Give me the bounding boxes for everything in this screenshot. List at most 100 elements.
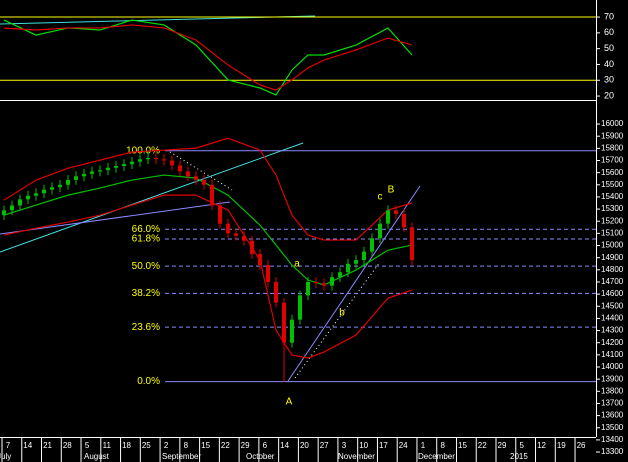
x-tick-label: 24 [399,441,408,450]
candle-body [274,281,278,303]
candle-body [170,160,174,166]
x-tick-label: 3 [342,441,347,450]
indicator-line [3,19,413,96]
fib-label: 50.0% [132,261,160,272]
y-tick-label: 14200 [601,338,624,347]
y-tick-label: 14700 [601,277,624,286]
candle-body [386,210,390,224]
candle-body [210,184,214,206]
y-tick-label: 70 [604,11,614,21]
y-tick-label: 50 [604,43,614,53]
fib-label: 66.0% [132,224,160,235]
x-tick-label: 28 [63,441,72,450]
candle-body [58,184,62,188]
y-tick-label: 14900 [601,253,624,262]
x-tick-label: 5 [85,441,90,450]
candle-body [154,158,158,160]
candle-body [106,167,110,171]
candle-body [90,171,94,174]
x-tick-label: 15 [201,441,210,450]
x-tick-label: 8 [440,441,445,450]
x-tick-label: 27 [320,441,329,450]
x-tick-label: 6 [263,441,268,450]
y-tick-label: 15500 [601,180,624,189]
candle-body [314,281,318,284]
candle-body [34,193,38,196]
candle-body [50,187,54,190]
annotation: c [378,192,383,203]
indicator-line [3,24,413,91]
x-tick-label: 14 [280,441,289,450]
candle-body [82,173,86,177]
candle-body [194,176,198,180]
candle-body [66,179,70,185]
annotation: A [286,397,293,408]
candle-body [162,159,166,161]
y-tick-label: 13300 [601,447,624,456]
band-line [3,137,413,241]
y-tick-label: 14300 [601,326,624,335]
candle-body [306,281,310,296]
x-tick-label: 19 [557,441,566,450]
y-tick-label: 14600 [601,289,624,298]
x-tick-label: 5 [520,441,525,450]
x-tick-label: 7 [6,441,11,450]
candle-body [122,164,126,166]
x-tick-label: 10 [359,441,368,450]
x-tick-label: 15 [458,441,467,450]
y-tick-label: 13400 [601,435,624,444]
y-tick-label: 60 [604,27,614,37]
y-tick-label: 13700 [601,399,624,408]
candle-body [322,283,326,286]
candle-body [266,264,270,282]
fib-label: 61.8% [132,234,160,245]
x-tick-label: 22 [221,441,230,450]
month-label: December [418,452,455,461]
candle-body [226,223,230,234]
candle-body [298,295,302,320]
x-tick-label: 8 [184,441,189,450]
x-tick-label: 17 [379,441,388,450]
candle-body [346,263,350,273]
candle-body [402,213,406,228]
y-tick-label: 13600 [601,411,624,420]
candle-body [146,158,150,160]
month-label: September [162,452,201,461]
candle-body [186,171,190,177]
candle-body [18,199,22,206]
month-label: October [246,452,275,461]
x-tick-label: 18 [122,441,131,450]
annotation: b [339,308,345,319]
candle-body [138,159,142,162]
y-tick-label: 13900 [601,374,624,383]
month-label: November [338,452,375,461]
fib-label: 38.2% [132,288,160,299]
x-tick-label: 14 [23,441,32,450]
y-tick-label: 15100 [601,228,624,237]
candle-body [378,223,382,239]
y-tick-label: 14500 [601,301,624,310]
candle-body [250,240,254,255]
y-tick-label: 15800 [601,143,624,152]
candle-body [202,179,206,185]
y-tick-label: 15300 [601,204,624,213]
candle-body [330,277,334,286]
candle-body [354,260,358,264]
y-tick-label: 15200 [601,216,624,225]
x-tick-label: 26 [577,441,586,450]
parabolic-dots [169,151,233,191]
plot-layer: 2030405060701330013400135001360013700138… [0,11,624,462]
fib-label: 0.0% [137,376,160,387]
x-tick-label: 21 [43,441,52,450]
trend-line [0,142,304,253]
candle-body [114,165,118,168]
x-tick-label: 29 [241,441,250,450]
candle-body [410,227,414,261]
x-tick-label: 29 [498,441,507,450]
y-tick-label: 40 [604,59,614,69]
annotation: B [388,185,395,196]
candle-body [242,235,246,241]
candle-body [130,161,134,165]
